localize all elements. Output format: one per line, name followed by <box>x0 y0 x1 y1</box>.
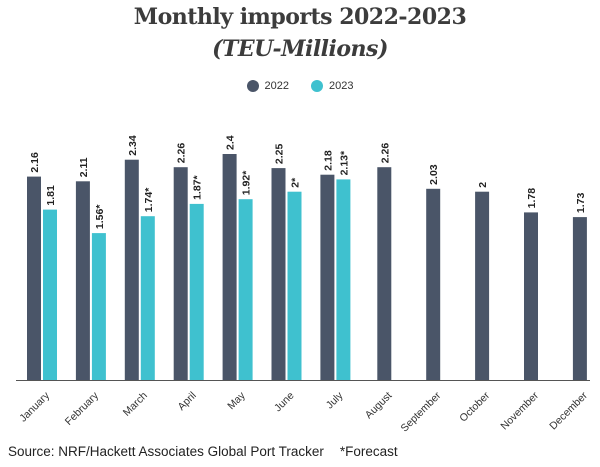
bar-2022-november <box>524 212 538 380</box>
bar-2022-may <box>222 154 237 380</box>
legend-item-2023: 2023 <box>311 80 353 92</box>
value-label-2022-march: 2.34 <box>127 135 139 156</box>
bar-2023-march <box>140 216 155 380</box>
value-label-2022-september: 2.03 <box>428 164 440 185</box>
legend-label-2022: 2022 <box>264 80 289 92</box>
source-note: Source: NRF/Hackett Associates Global Po… <box>8 444 324 459</box>
legend-swatch-2023 <box>311 80 323 92</box>
bar-2022-october <box>475 191 490 380</box>
value-label-2022-august: 2.26 <box>379 143 391 164</box>
bar-2023-may <box>238 199 253 380</box>
value-label-2023-april: 1.87* <box>192 174 204 199</box>
value-label-2022-july: 2.18 <box>322 150 334 171</box>
bar-2023-april <box>189 203 204 380</box>
value-label-2023-january: 1.81 <box>45 185 57 206</box>
chart-title: Monthly imports 2022-2023 <box>133 4 467 30</box>
chart-footer: Source: NRF/Hackett Associates Global Po… <box>8 444 398 459</box>
x-tick-label-september: September <box>399 389 444 434</box>
bar-2022-august <box>377 167 392 380</box>
bar-2022-june <box>271 168 286 380</box>
x-tick-label-november: November <box>498 389 541 432</box>
legend-item-2022: 2022 <box>246 80 289 92</box>
forecast-note: *Forecast <box>339 444 398 459</box>
x-tick-label-july: July <box>324 389 346 411</box>
value-label-2023-may: 1.92* <box>241 170 253 195</box>
x-tick-label-january: January <box>17 389 52 424</box>
value-label-2022-october: 2 <box>477 182 489 188</box>
legend-label-2023: 2023 <box>329 80 354 92</box>
chart-legend: 2022 2023 <box>0 80 600 92</box>
value-label-2022-april: 2.26 <box>176 143 188 164</box>
bar-2023-june <box>287 191 302 380</box>
bar-2022-april <box>173 167 188 380</box>
x-tick-label-may: May <box>225 389 248 412</box>
value-label-2022-february: 2.11 <box>78 157 90 177</box>
bar-2022-february <box>75 181 90 380</box>
x-tick-label-august: August <box>363 390 395 422</box>
value-label-2023-june: 2* <box>290 177 302 188</box>
bar-2022-january <box>27 176 41 380</box>
x-tick-label-april: April <box>175 390 198 413</box>
x-tick-label-march: March <box>121 390 150 419</box>
bar-2023-july <box>336 179 351 380</box>
value-label-2022-may: 2.4 <box>225 135 237 150</box>
bar-2022-march <box>124 159 139 380</box>
bar-2023-february <box>91 233 106 380</box>
value-label-2022-january: 2.16 <box>29 152 41 173</box>
x-tick-label-december: December <box>547 389 590 432</box>
x-tick-label-june: June <box>272 390 297 415</box>
value-label-2022-december: 1.73 <box>575 193 587 214</box>
bar-2023-january <box>43 209 57 380</box>
value-label-2023-february: 1.56* <box>94 204 106 229</box>
value-label-2023-july: 2.13* <box>338 150 350 175</box>
bar-2022-september <box>426 188 441 380</box>
bar-2022-july <box>320 174 335 380</box>
value-label-2023-march: 1.74* <box>143 187 155 212</box>
x-tick-label-october: October <box>457 389 492 424</box>
bar-2022-december <box>572 217 587 380</box>
x-tick-label-february: February <box>63 389 102 428</box>
value-label-2022-june: 2.25 <box>274 144 286 165</box>
chart-subtitle: (TEU-Millions) <box>212 36 388 62</box>
value-label-2022-november: 1.78 <box>526 188 538 209</box>
legend-swatch-2022 <box>246 80 259 92</box>
